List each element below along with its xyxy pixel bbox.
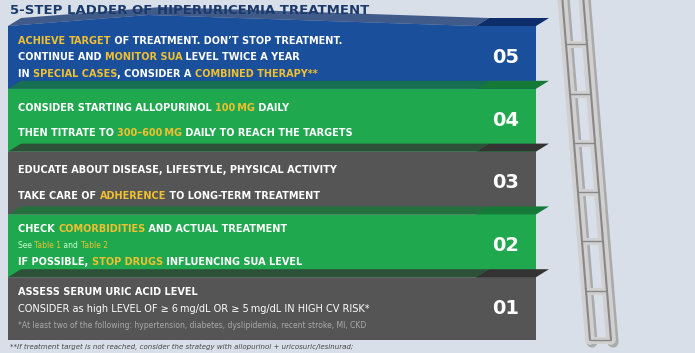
Text: 02: 02 [493,236,519,255]
Polygon shape [476,26,536,89]
Text: OF TREATMENT. DON’T STOP TREATMENT.: OF TREATMENT. DON’T STOP TREATMENT. [111,36,342,46]
Text: CONSIDER as high LEVEL OF ≥ 6 mg/dL OR ≥ 5 mg/dL IN HIGH CV RISK*: CONSIDER as high LEVEL OF ≥ 6 mg/dL OR ≥… [18,304,370,313]
Text: TO LONG-TERM TREATMENT: TO LONG-TERM TREATMENT [166,191,320,201]
Polygon shape [476,207,549,214]
Text: 5-STEP LADDER OF HIPERURICEMIA TREATMENT: 5-STEP LADDER OF HIPERURICEMIA TREATMENT [10,4,369,17]
Polygon shape [476,214,536,277]
Text: ACHIEVE: ACHIEVE [18,36,69,46]
Polygon shape [8,269,489,277]
Text: *At least two of the following: hypertension, diabetes, dyslipidemia, recent str: *At least two of the following: hyperten… [18,321,366,330]
Text: See: See [18,241,34,250]
Text: DAILY TO REACH THE TARGETS: DAILY TO REACH THE TARGETS [182,128,353,138]
Text: 05: 05 [493,48,519,67]
Polygon shape [476,89,536,151]
Text: SPECIAL CASES: SPECIAL CASES [33,69,117,79]
Polygon shape [476,269,549,277]
Text: EDUCATE ABOUT DISEASE, LIFESTYLE, PHYSICAL ACTIVITY: EDUCATE ABOUT DISEASE, LIFESTYLE, PHYSIC… [18,166,337,175]
Text: **If treatment target is not reached, consider the strategy with allopurinol + u: **If treatment target is not reached, co… [10,344,353,350]
Text: AND ACTUAL TREATMENT: AND ACTUAL TREATMENT [145,224,288,234]
Text: 100 MG: 100 MG [215,103,255,113]
Polygon shape [476,81,549,89]
Polygon shape [8,214,490,277]
Polygon shape [8,207,489,214]
Polygon shape [476,18,549,26]
Text: ADHERENCE: ADHERENCE [99,191,166,201]
Text: , CONSIDER A: , CONSIDER A [117,69,195,79]
Text: CONSIDER STARTING ALLOPURINOL: CONSIDER STARTING ALLOPURINOL [18,103,215,113]
Text: COMBINED THERAPY**: COMBINED THERAPY** [195,69,318,79]
Text: Table 1: Table 1 [34,241,61,250]
Text: INFLUENCING SUA LEVEL: INFLUENCING SUA LEVEL [163,257,302,268]
Polygon shape [8,151,490,214]
Polygon shape [476,144,549,151]
Polygon shape [476,277,536,340]
Text: CHECK: CHECK [18,224,58,234]
Polygon shape [8,89,490,151]
Text: THEN TITRATE TO: THEN TITRATE TO [18,128,117,138]
Polygon shape [476,151,536,214]
Text: 01: 01 [493,299,519,318]
Text: CONTINUE AND: CONTINUE AND [18,52,105,62]
Polygon shape [8,15,490,89]
Text: MONITOR SUA: MONITOR SUA [105,52,183,62]
Text: STOP DRUGS: STOP DRUGS [92,257,163,268]
Polygon shape [8,144,489,151]
Text: COMORBIDITIES: COMORBIDITIES [58,224,145,234]
Polygon shape [8,81,489,89]
Text: 03: 03 [493,174,519,192]
Polygon shape [8,7,489,26]
Text: TAKE CARE OF: TAKE CARE OF [18,191,99,201]
Text: Table 2: Table 2 [81,241,108,250]
Text: 300–600 MG: 300–600 MG [117,128,182,138]
Text: and: and [61,241,81,250]
Text: IF POSSIBLE,: IF POSSIBLE, [18,257,92,268]
Polygon shape [8,277,490,340]
Text: IN: IN [18,69,33,79]
Text: LEVEL TWICE A YEAR: LEVEL TWICE A YEAR [183,52,300,62]
Text: DAILY: DAILY [255,103,289,113]
Text: ASSESS SERUM URIC ACID LEVEL: ASSESS SERUM URIC ACID LEVEL [18,287,198,297]
Text: TARGET: TARGET [69,36,111,46]
Text: 04: 04 [493,111,519,130]
